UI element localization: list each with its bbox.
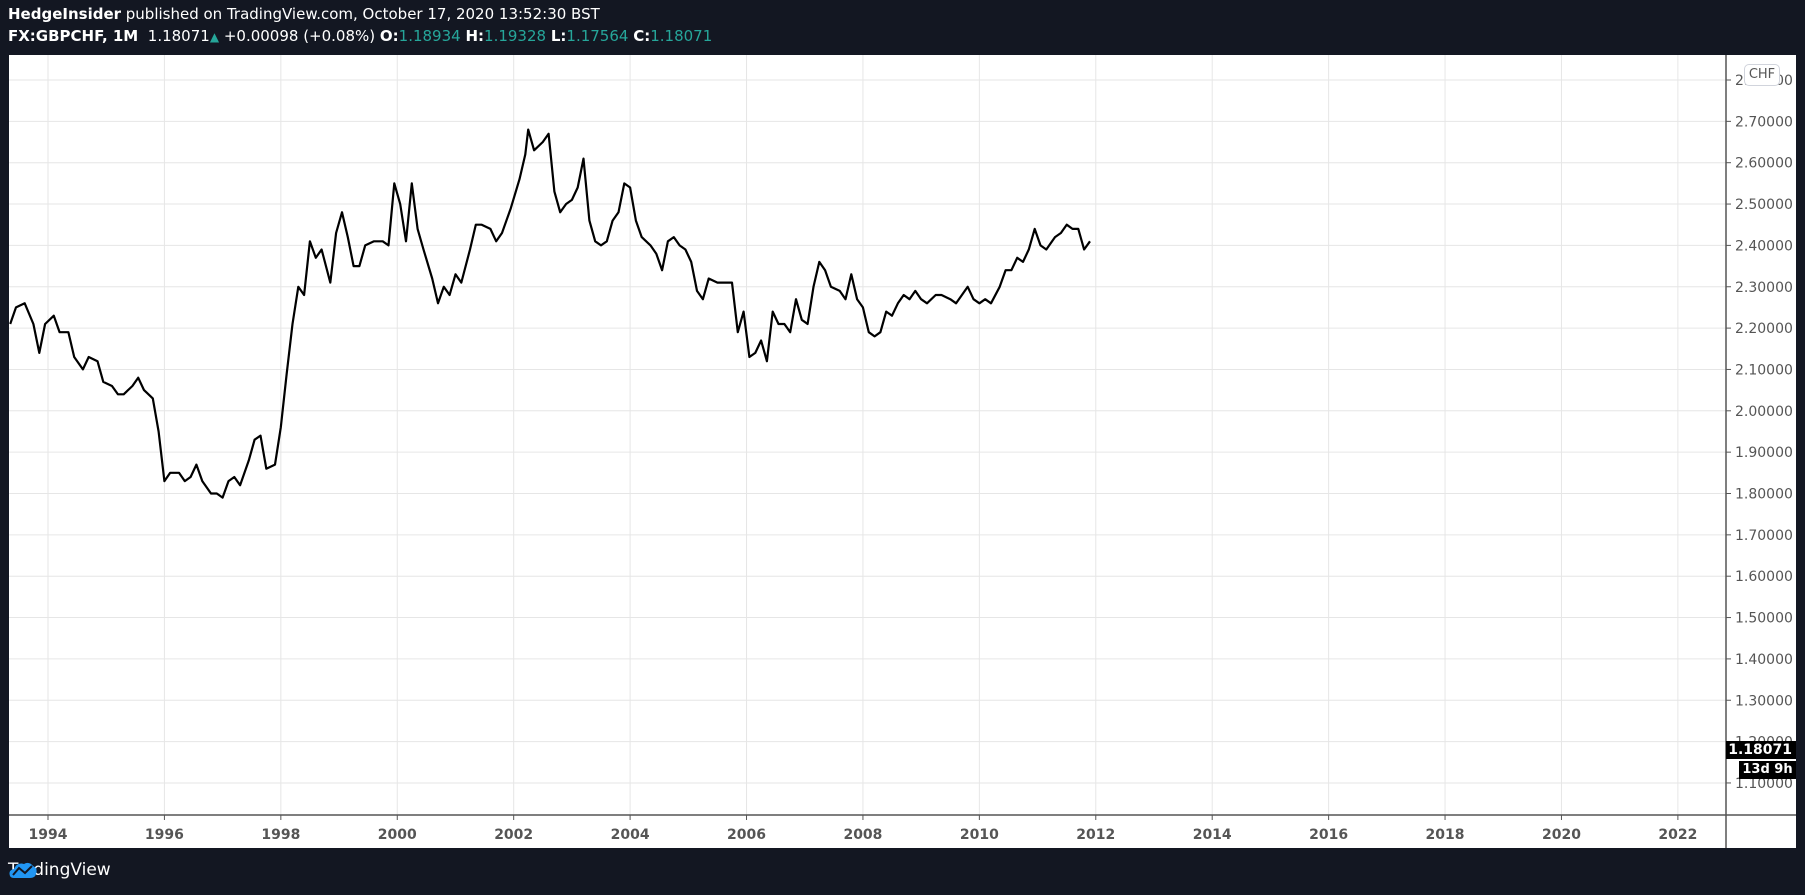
symbol-legend: FX:GBPCHF, 1M 1.18071▲ +0.00098 (+0.08%)… — [8, 27, 712, 45]
svg-text:2000: 2000 — [378, 827, 417, 843]
chart-pane[interactable] — [9, 55, 1796, 848]
svg-text:2.50000: 2.50000 — [1735, 197, 1793, 213]
last-price-label: 1.18071 — [1726, 741, 1796, 759]
svg-text:1.90000: 1.90000 — [1735, 445, 1793, 461]
up-arrow-icon: ▲ — [209, 30, 220, 44]
svg-text:1.30000: 1.30000 — [1735, 693, 1793, 709]
bar-countdown-label: 13d 9h — [1739, 761, 1796, 779]
close-value: 1.18071 — [650, 27, 713, 45]
high-label: H: — [465, 27, 485, 45]
svg-text:1998: 1998 — [261, 827, 300, 843]
svg-text:1994: 1994 — [29, 827, 68, 843]
svg-text:2002: 2002 — [494, 827, 533, 843]
svg-text:2.30000: 2.30000 — [1735, 280, 1793, 296]
tradingview-logo-icon — [9, 862, 37, 878]
low-label: L: — [550, 27, 567, 45]
svg-text:2018: 2018 — [1426, 827, 1465, 843]
svg-text:2004: 2004 — [611, 827, 650, 843]
low-value: 1.17564 — [566, 27, 629, 45]
svg-text:2014: 2014 — [1193, 827, 1232, 843]
svg-text:2.20000: 2.20000 — [1735, 321, 1793, 337]
open-value: 1.18934 — [398, 27, 461, 45]
currency-badge[interactable]: CHF — [1744, 64, 1780, 86]
published-text: published on TradingView.com, October 17… — [121, 5, 600, 23]
svg-text:2006: 2006 — [727, 827, 766, 843]
svg-text:1.10000: 1.10000 — [1735, 776, 1793, 792]
svg-text:1.40000: 1.40000 — [1735, 652, 1793, 668]
svg-text:1.60000: 1.60000 — [1735, 569, 1793, 585]
svg-text:2.10000: 2.10000 — [1735, 362, 1793, 378]
svg-text:2010: 2010 — [960, 827, 999, 843]
svg-text:2.60000: 2.60000 — [1735, 156, 1793, 172]
svg-text:2016: 2016 — [1309, 827, 1348, 843]
svg-text:1.80000: 1.80000 — [1735, 487, 1793, 503]
tradingview-brand[interactable]: TradingView — [8, 860, 111, 880]
svg-text:1.50000: 1.50000 — [1735, 611, 1793, 627]
close-label: C: — [633, 27, 651, 45]
publisher-name: HedgeInsider — [8, 5, 122, 23]
high-value: 1.19328 — [484, 27, 547, 45]
svg-text:2008: 2008 — [843, 827, 882, 843]
publish-info: HedgeInsider published on TradingView.co… — [8, 5, 600, 23]
svg-text:2012: 2012 — [1076, 827, 1115, 843]
change-value: +0.00098 (+0.08%) — [223, 27, 376, 45]
svg-text:2.40000: 2.40000 — [1735, 238, 1793, 254]
svg-text:2020: 2020 — [1542, 827, 1581, 843]
symbol-label[interactable]: FX:GBPCHF, 1M — [8, 27, 139, 45]
open-label: O: — [379, 27, 399, 45]
svg-text:2.00000: 2.00000 — [1735, 404, 1793, 420]
svg-text:2.70000: 2.70000 — [1735, 114, 1793, 130]
svg-text:1.70000: 1.70000 — [1735, 528, 1793, 544]
svg-text:2022: 2022 — [1658, 827, 1697, 843]
last-value: 1.18071 — [147, 27, 210, 45]
svg-text:1996: 1996 — [145, 827, 184, 843]
